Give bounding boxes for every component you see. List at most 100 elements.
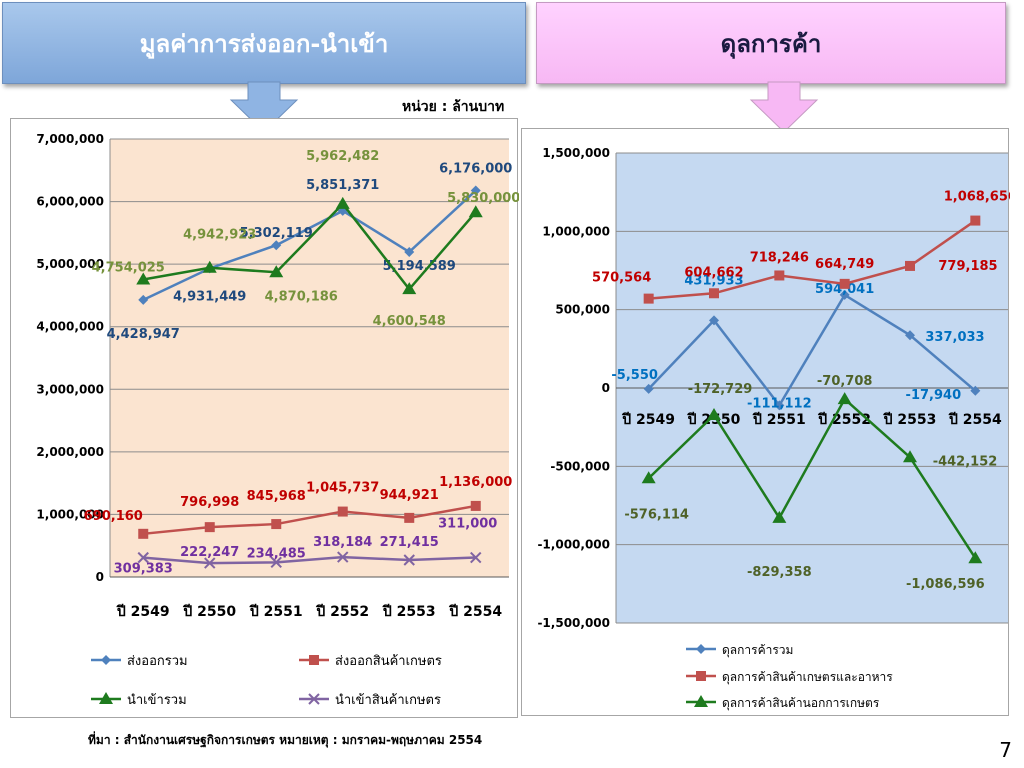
y-tick-label: 0 xyxy=(96,570,104,584)
x-tick-label: ปี 2554 xyxy=(947,412,1001,428)
data-point xyxy=(271,240,282,251)
data-point-b xyxy=(137,551,149,564)
data-label: 1,068,656 xyxy=(944,190,1010,205)
series-1: 4,428,947 4,931,449 5,302,119 5,851,371 5,19… xyxy=(107,162,513,342)
data-label: 594,041 xyxy=(815,282,874,297)
data-point xyxy=(403,554,415,566)
plot-area xyxy=(110,139,509,577)
data-label: 5,962,482 xyxy=(306,149,379,164)
data-label: 570,564 xyxy=(592,271,651,286)
data-point xyxy=(138,528,149,539)
data-point xyxy=(970,385,981,396)
y-tick-label: 3,000,000 xyxy=(36,382,104,396)
series-3: -576,114 -172,729 -829,358 -70,708 -442,152 -… xyxy=(624,374,997,592)
y-tick-label: 1,500,000 xyxy=(542,146,610,160)
data-point-b xyxy=(337,551,349,563)
data-point xyxy=(968,551,983,564)
series-line xyxy=(647,397,977,559)
data-point xyxy=(269,265,284,278)
data-label: -576,114 xyxy=(624,507,689,522)
data-point xyxy=(905,260,915,271)
series-line xyxy=(142,189,477,302)
data-point xyxy=(839,289,850,300)
data-label: 796,998 xyxy=(180,495,239,510)
data-label: 944,921 xyxy=(380,488,439,503)
series-2: 570,564 604,662 718,246 664,749 779,185 1,068… xyxy=(592,190,1010,304)
data-point xyxy=(970,215,981,226)
data-point xyxy=(468,205,483,218)
data-point xyxy=(404,246,415,257)
data-label: 845,968 xyxy=(247,489,306,504)
data-point xyxy=(772,510,787,523)
data-label: 4,600,548 xyxy=(373,314,446,329)
series-line xyxy=(647,293,977,408)
data-label: -1,086,596 xyxy=(906,577,985,592)
data-point xyxy=(837,392,852,405)
data-label: 4,942,923 xyxy=(183,228,256,243)
data-point xyxy=(404,512,415,523)
legend-label: ส่งออกรวม xyxy=(127,654,188,669)
data-label: 309,383 xyxy=(114,562,173,577)
series-line xyxy=(648,219,977,300)
series-4: 309,383 222,247 234,485 318,184 271,415 311,0… xyxy=(114,517,498,577)
series-1: -5,550 431,933 -111,112 594,041 337,033 -17,9… xyxy=(611,273,984,411)
source-note: ที่มา : สำนักงานเศรษฐกิจการเกษตร หมายเหต… xyxy=(88,733,483,747)
x-tick-label: ปี 2550 xyxy=(182,604,236,620)
y-tick-label: 4,000,000 xyxy=(36,320,104,334)
data-point xyxy=(905,330,915,341)
data-point xyxy=(707,408,721,421)
trade-balance-chart-box: -1,500,000 -1,000,000 -500,000 0 500,000 1,00… xyxy=(521,128,1010,716)
data-label: 779,185 xyxy=(938,259,997,274)
x-tick-label: ปี 2553 xyxy=(381,604,435,620)
data-point xyxy=(903,450,917,463)
data-point xyxy=(202,260,217,273)
x-tick-label: ปี 2554 xyxy=(448,604,502,620)
data-label: 4,428,947 xyxy=(107,327,180,342)
data-label: 5,830,000 xyxy=(447,191,519,206)
data-label: 5,302,119 xyxy=(240,226,313,241)
y-tick-label: -1,500,000 xyxy=(537,616,610,630)
data-point xyxy=(204,557,216,569)
pink-down-arrow xyxy=(749,81,819,128)
legend-marker xyxy=(309,655,319,665)
data-label: -111,112 xyxy=(747,396,812,411)
data-label: 5,194,589 xyxy=(383,259,456,274)
legend-label: ดุลการค้ารวม xyxy=(722,643,793,658)
legend-marker xyxy=(694,695,708,707)
data-label: 271,415 xyxy=(380,535,439,550)
y-tick-label: -1,000,000 xyxy=(537,538,610,552)
export-import-banner: มูลค่าการส่งออก-นำเข้า xyxy=(2,2,526,84)
y-tick-label: -500,000 xyxy=(550,459,610,473)
y-tick-label: 5,000,000 xyxy=(36,257,104,271)
legend-marker xyxy=(696,644,706,654)
data-point xyxy=(138,294,149,305)
legend-item: ดุลการค้าสินค้านอกการเกษตร xyxy=(686,695,880,711)
data-label: 318,184 xyxy=(313,535,372,550)
data-point-b xyxy=(403,554,415,566)
legend-label: นำเข้ารวม xyxy=(127,693,187,708)
data-label: 4,931,449 xyxy=(173,289,246,304)
data-label: -172,729 xyxy=(688,382,753,397)
data-point xyxy=(839,278,850,289)
data-label: 664,749 xyxy=(815,257,874,272)
y-tick-label: 2,000,000 xyxy=(36,445,104,459)
series-line xyxy=(143,555,476,565)
legend-label: ดุลการค้าสินค้านอกการเกษตร xyxy=(722,696,880,711)
data-label: 4,754,025 xyxy=(92,261,165,276)
export-import-chart: 0 1,000,000 2,000,000 3,000,000 4,000,000 5,0… xyxy=(36,132,519,708)
data-point xyxy=(270,556,282,569)
x-tick-label: ปี 2551 xyxy=(248,604,302,620)
legend-marker xyxy=(101,655,111,665)
legend-marker xyxy=(308,693,320,705)
legend-item: ดุลการค้ารวม xyxy=(686,643,793,658)
legend-label: ส่งออกสินค้าเกษตร xyxy=(335,654,442,669)
data-label: -442,152 xyxy=(933,454,998,469)
x-tick-label: ปี 2551 xyxy=(751,412,805,428)
y-tick-label: 0 xyxy=(602,381,610,395)
y-tick-label: 6,000,000 xyxy=(36,195,104,209)
legend-item: ส่งออกสินค้าเกษตร xyxy=(299,654,442,669)
series-line xyxy=(143,202,477,292)
series-line xyxy=(143,504,476,536)
data-point xyxy=(774,270,785,281)
data-point xyxy=(470,185,481,196)
